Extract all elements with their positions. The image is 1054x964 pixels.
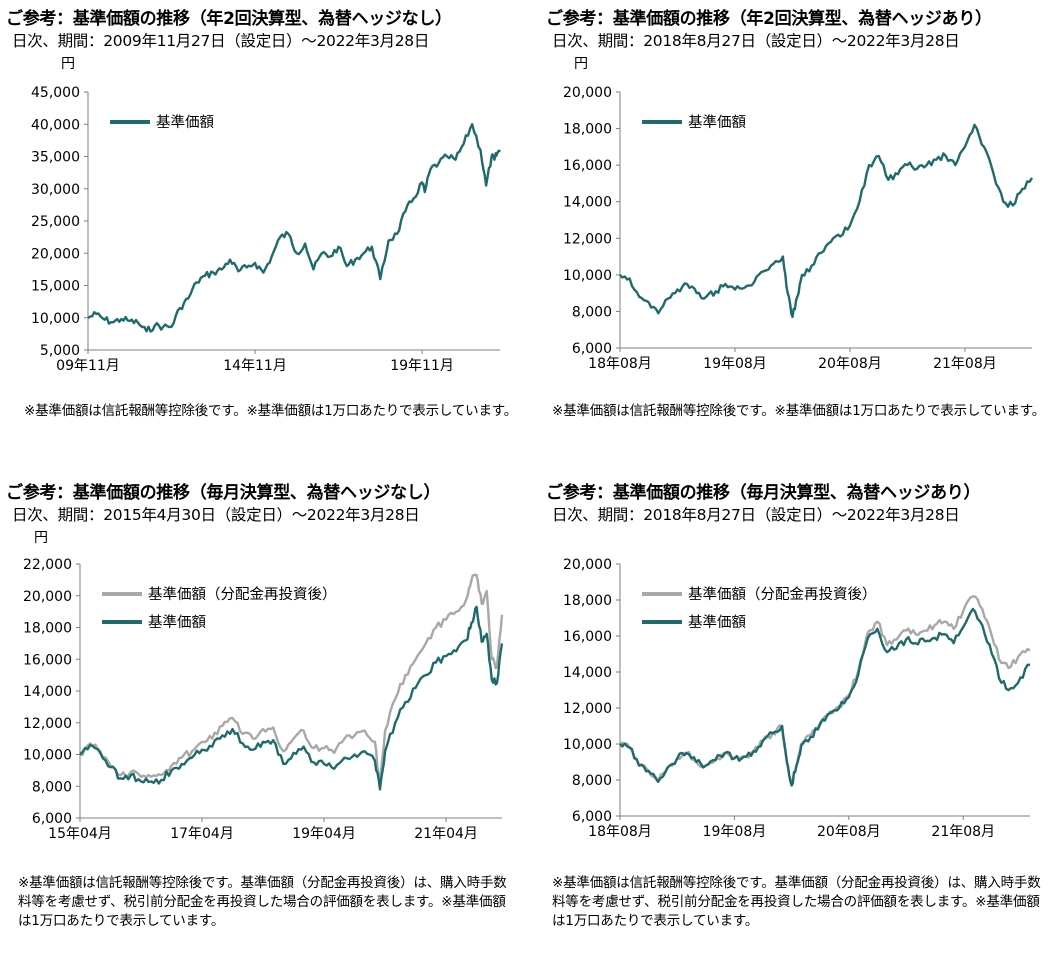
legend-label: 基準価額 bbox=[156, 114, 214, 131]
x-tick-label: 21年08月 bbox=[931, 824, 995, 840]
y-tick-label: 14,000 bbox=[23, 684, 72, 700]
x-tick-label: 21年04月 bbox=[414, 826, 478, 842]
legend-label: 基準価額 bbox=[148, 614, 206, 631]
y-tick-label: 20,000 bbox=[23, 589, 72, 605]
y-tick-label: 45,000 bbox=[31, 85, 80, 101]
legend-label: 基準価額 bbox=[688, 114, 746, 131]
y-tick-label: 18,000 bbox=[563, 593, 612, 609]
chart-title: ご参考：基準価額の推移（年2回決算型、為替ヘッジあり） bbox=[546, 9, 992, 29]
chart-title: ご参考：基準価額の推移（毎月決算型、為替ヘッジなし） bbox=[6, 483, 441, 503]
series-line bbox=[619, 123, 1034, 319]
y-axis-unit: 円 bbox=[61, 56, 75, 72]
line-chart: 6,000 8,000 10,000 12,000 14,000 16,000 18,000… bbox=[563, 557, 1031, 840]
x-tick-label: 20年08月 bbox=[817, 824, 881, 840]
y-tick-label: 10,000 bbox=[23, 748, 72, 764]
series-line bbox=[79, 605, 504, 791]
chart-subtitle: 日次、期間：2009年11月27日（設定日）～2022年3月28日 bbox=[12, 32, 430, 50]
y-tick-label: 6,000 bbox=[572, 809, 612, 825]
line-chart: 6,000 8,000 10,000 12,000 14,000 16,000 18,000… bbox=[23, 557, 504, 842]
y-tick-label: 10,000 bbox=[563, 737, 612, 753]
y-tick-label: 6,000 bbox=[32, 811, 72, 827]
series-line bbox=[619, 607, 1030, 787]
y-tick-label: 18,000 bbox=[563, 122, 612, 138]
y-tick-label: 10,000 bbox=[563, 268, 612, 284]
y-tick-label: 5,000 bbox=[40, 343, 80, 359]
chart-panel-3: ご参考：基準価額の推移（毎月決算型、為替ヘッジなし） 日次、期間：2015年4月… bbox=[6, 478, 526, 958]
footnote: ※基準価額は信託報酬等控除後です。基準価額（分配金再投資後）は、購入時手数料等を… bbox=[552, 875, 1041, 929]
chart-panel-4: ご参考：基準価額の推移（毎月決算型、為替ヘッジあり） 日次、期間：2018年8月… bbox=[546, 478, 1054, 958]
chart-panel-1: ご参考：基準価額の推移（年2回決算型、為替ヘッジなし） 日次、期間：2009年1… bbox=[6, 4, 526, 484]
chart-panel-2: ご参考：基準価額の推移（年2回決算型、為替ヘッジあり） 日次、期間：2018年8… bbox=[546, 4, 1054, 484]
y-tick-label: 40,000 bbox=[31, 117, 80, 133]
legend-label: 基準価額（分配金再投資後） bbox=[148, 586, 337, 603]
x-tick-label: 18年08月 bbox=[588, 824, 652, 840]
series-line bbox=[619, 595, 1031, 787]
y-tick-label: 6,000 bbox=[572, 341, 612, 357]
y-tick-label: 16,000 bbox=[563, 629, 612, 645]
footnote: ※基準価額は信託報酬等控除後です。※基準価額は1万口あたりで表示しています。 bbox=[552, 403, 1046, 419]
chart-subtitle: 日次、期間：2015年4月30日（設定日）～2022年3月28日 bbox=[12, 506, 420, 524]
x-tick-label: 09年11月 bbox=[56, 358, 120, 374]
x-tick-label: 18年08月 bbox=[588, 356, 652, 372]
y-tick-label: 14,000 bbox=[563, 665, 612, 681]
line-chart: 6,000 8,000 10,000 12,000 14,000 16,000 18,000… bbox=[563, 85, 1034, 372]
y-tick-label: 25,000 bbox=[31, 214, 80, 230]
legend-label: 基準価額 bbox=[688, 614, 746, 631]
y-tick-label: 20,000 bbox=[563, 85, 612, 101]
x-tick-label: 21年08月 bbox=[933, 356, 997, 372]
y-tick-label: 8,000 bbox=[572, 773, 612, 789]
y-tick-label: 12,000 bbox=[563, 701, 612, 717]
x-tick-label: 19年08月 bbox=[703, 356, 767, 372]
y-tick-label: 10,000 bbox=[31, 311, 80, 327]
x-tick-label: 19年11月 bbox=[390, 358, 454, 374]
y-tick-label: 20,000 bbox=[31, 246, 80, 262]
x-tick-label: 19年04月 bbox=[292, 826, 356, 842]
y-tick-label: 35,000 bbox=[31, 150, 80, 166]
x-tick-label: 14年11月 bbox=[223, 358, 287, 374]
legend-label: 基準価額（分配金再投資後） bbox=[688, 586, 877, 603]
footnote: ※基準価額は信託報酬等控除後です。基準価額（分配金再投資後）は、購入時手数料等を… bbox=[18, 875, 507, 929]
y-tick-label: 16,000 bbox=[563, 158, 612, 174]
chart-title: ご参考：基準価額の推移（年2回決算型、為替ヘッジなし） bbox=[6, 9, 452, 29]
y-tick-label: 18,000 bbox=[23, 621, 72, 637]
y-tick-label: 12,000 bbox=[23, 716, 72, 732]
y-tick-label: 8,000 bbox=[32, 779, 72, 795]
y-tick-label: 12,000 bbox=[563, 231, 612, 247]
y-axis-unit: 円 bbox=[574, 56, 588, 72]
y-tick-label: 22,000 bbox=[23, 557, 72, 573]
y-tick-label: 20,000 bbox=[563, 557, 612, 573]
x-tick-label: 15年04月 bbox=[48, 826, 112, 842]
y-axis-unit: 円 bbox=[34, 530, 48, 546]
footnote: ※基準価額は信託報酬等控除後です。※基準価額は1万口あたりで表示しています。 bbox=[24, 403, 518, 419]
y-tick-label: 8,000 bbox=[572, 304, 612, 320]
chart-title: ご参考：基準価額の推移（毎月決算型、為替ヘッジあり） bbox=[546, 483, 981, 503]
y-tick-label: 15,000 bbox=[31, 279, 80, 295]
y-tick-label: 14,000 bbox=[563, 195, 612, 211]
line-chart: 5,000 10,000 15,000 20,000 25,000 30,000 35,00… bbox=[31, 85, 502, 374]
chart-subtitle: 日次、期間：2018年8月27日（設定日）～2022年3月28日 bbox=[552, 32, 960, 50]
x-tick-label: 17年04月 bbox=[170, 826, 234, 842]
series-line bbox=[79, 573, 504, 788]
series-line bbox=[87, 123, 502, 333]
y-tick-label: 30,000 bbox=[31, 182, 80, 198]
x-tick-label: 19年08月 bbox=[703, 824, 767, 840]
y-tick-label: 16,000 bbox=[23, 652, 72, 668]
chart-subtitle: 日次、期間：2018年8月27日（設定日）～2022年3月28日 bbox=[552, 506, 960, 524]
x-tick-label: 20年08月 bbox=[818, 356, 882, 372]
